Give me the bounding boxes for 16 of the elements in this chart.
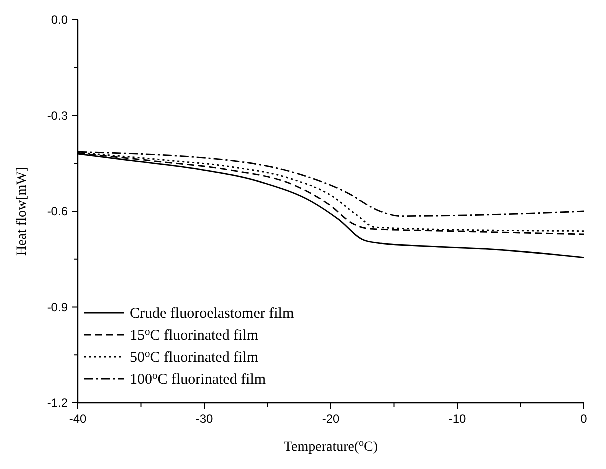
y-tick-label: -0.9 (47, 300, 68, 314)
y-axis-title: Heat flow[mW] (15, 166, 30, 256)
y-tick-label: -0.3 (47, 108, 68, 123)
y-tick-label: -1.2 (47, 396, 68, 410)
y-tick-label: -0.6 (47, 204, 68, 218)
legend-label: 15$^{o}$C fluorinated film (130, 326, 259, 344)
x-tick-label: -40 (69, 412, 87, 426)
legend-label: Crude fluoroelastomer film (130, 306, 294, 322)
x-tick-label: -10 (448, 412, 466, 426)
x-tick-label: -20 (322, 412, 340, 426)
x-axis-title: Temperature($^{o}$C) (284, 438, 378, 455)
legend-label: 100$^{o}$C fluorinated film (130, 370, 266, 388)
x-tick-label: -30 (196, 412, 214, 426)
legend-label: 50$^{o}$C fluorinated film (130, 348, 259, 366)
y-tick-label: 0.0 (51, 13, 68, 27)
x-tick-label: 0 (580, 412, 588, 426)
